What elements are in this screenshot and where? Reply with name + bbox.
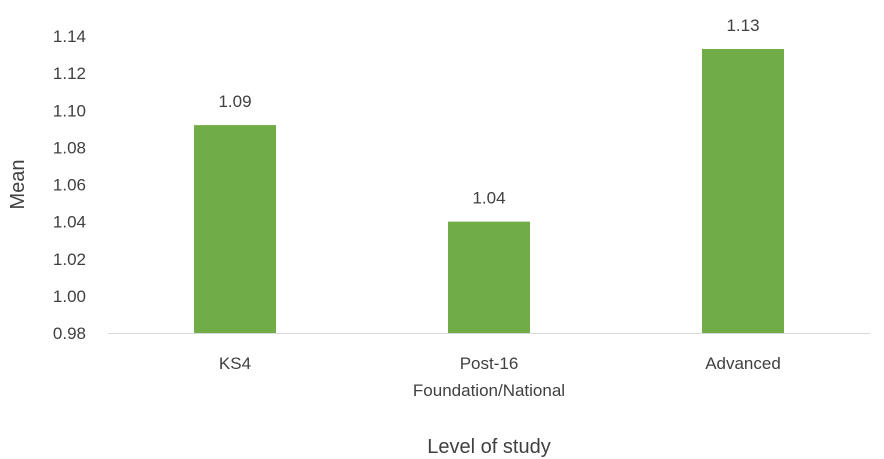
y-tick-label: 0.98	[53, 324, 86, 343]
y-tick-label: 1.00	[53, 287, 86, 306]
y-tick-label: 1.06	[53, 176, 86, 195]
data-label: 1.04	[472, 189, 505, 208]
x-category-label: Post-16	[460, 354, 519, 373]
data-label: 1.09	[218, 92, 251, 111]
x-category-label: KS4	[219, 354, 251, 373]
y-tick-label: 1.10	[53, 101, 86, 120]
bar	[702, 48, 784, 334]
x-category-label: Advanced	[705, 354, 781, 373]
y-tick-label: 1.12	[53, 64, 86, 83]
y-tick-label: 1.04	[53, 213, 86, 232]
y-axis-ticks: 0.98 1.00 1.02 1.04 1.06 1.08 1.10 1.12 1.14	[53, 27, 86, 343]
y-tick-label: 1.08	[53, 138, 86, 157]
x-axis-categories: KS4 Post-16 Foundation/National Advanced	[219, 354, 781, 400]
x-axis-title: Level of study	[427, 436, 550, 458]
x-category-label: Foundation/National	[413, 381, 565, 400]
y-tick-label: 1.14	[53, 27, 86, 46]
bar	[194, 125, 276, 333]
y-tick-label: 1.02	[53, 250, 86, 269]
data-label: 1.13	[726, 16, 759, 35]
data-labels: 1.09 1.04 1.13	[218, 16, 759, 208]
bars	[194, 48, 784, 334]
y-axis-title: Mean	[7, 159, 29, 209]
bar	[448, 221, 530, 333]
